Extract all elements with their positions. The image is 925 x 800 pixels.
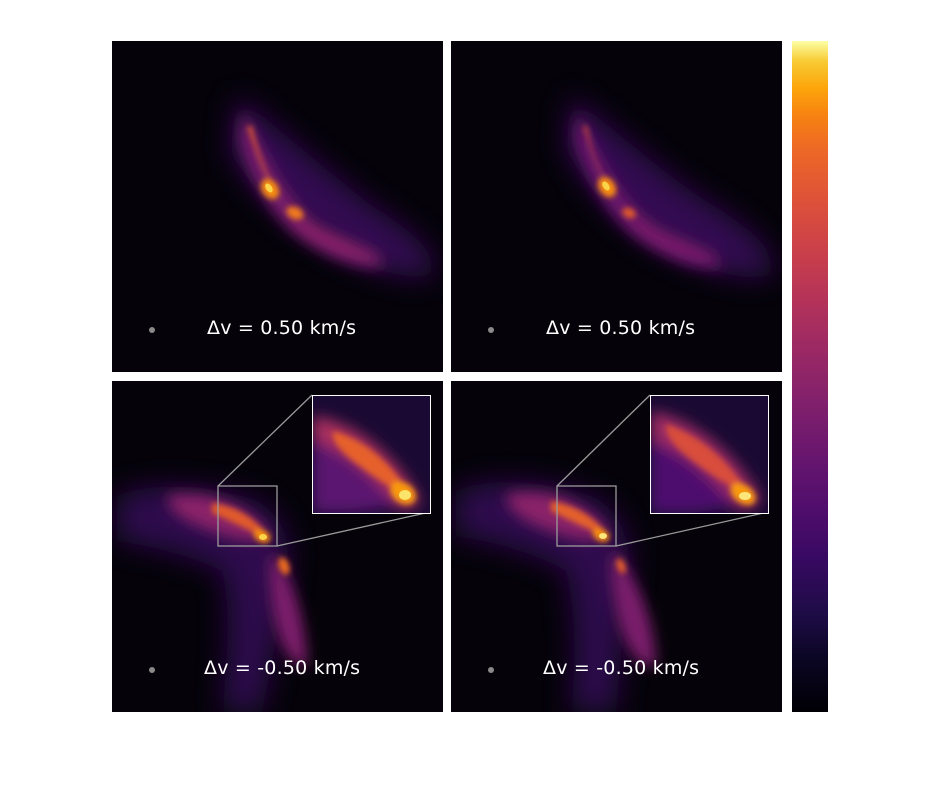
panel-bottom-right: Δv = -0.50 km/s bbox=[451, 381, 782, 712]
emission-map bbox=[230, 96, 434, 277]
beam-marker bbox=[488, 327, 494, 333]
emission-map bbox=[456, 394, 769, 712]
emission-map bbox=[566, 96, 773, 278]
panel-top-left: Δv = 0.50 km/s bbox=[112, 41, 443, 372]
zoom-box bbox=[217, 485, 278, 547]
velocity-label: Δv = -0.50 km/s bbox=[204, 657, 361, 679]
zoom-inset bbox=[312, 395, 431, 514]
velocity-label: Δv = 0.50 km/s bbox=[207, 317, 357, 339]
beam-marker bbox=[488, 667, 494, 673]
zoom-box bbox=[556, 485, 617, 547]
panel-bottom-left: Δv = -0.50 km/s bbox=[112, 381, 443, 712]
emission-map bbox=[117, 394, 431, 712]
beam-marker bbox=[149, 667, 155, 673]
zoom-inset bbox=[650, 395, 769, 514]
velocity-label: Δv = -0.50 km/s bbox=[543, 657, 700, 679]
panel-top-right: Δv = 0.50 km/s bbox=[451, 41, 782, 372]
velocity-label: Δv = 0.50 km/s bbox=[546, 317, 696, 339]
beam-marker bbox=[149, 327, 155, 333]
colorbar bbox=[792, 41, 828, 712]
